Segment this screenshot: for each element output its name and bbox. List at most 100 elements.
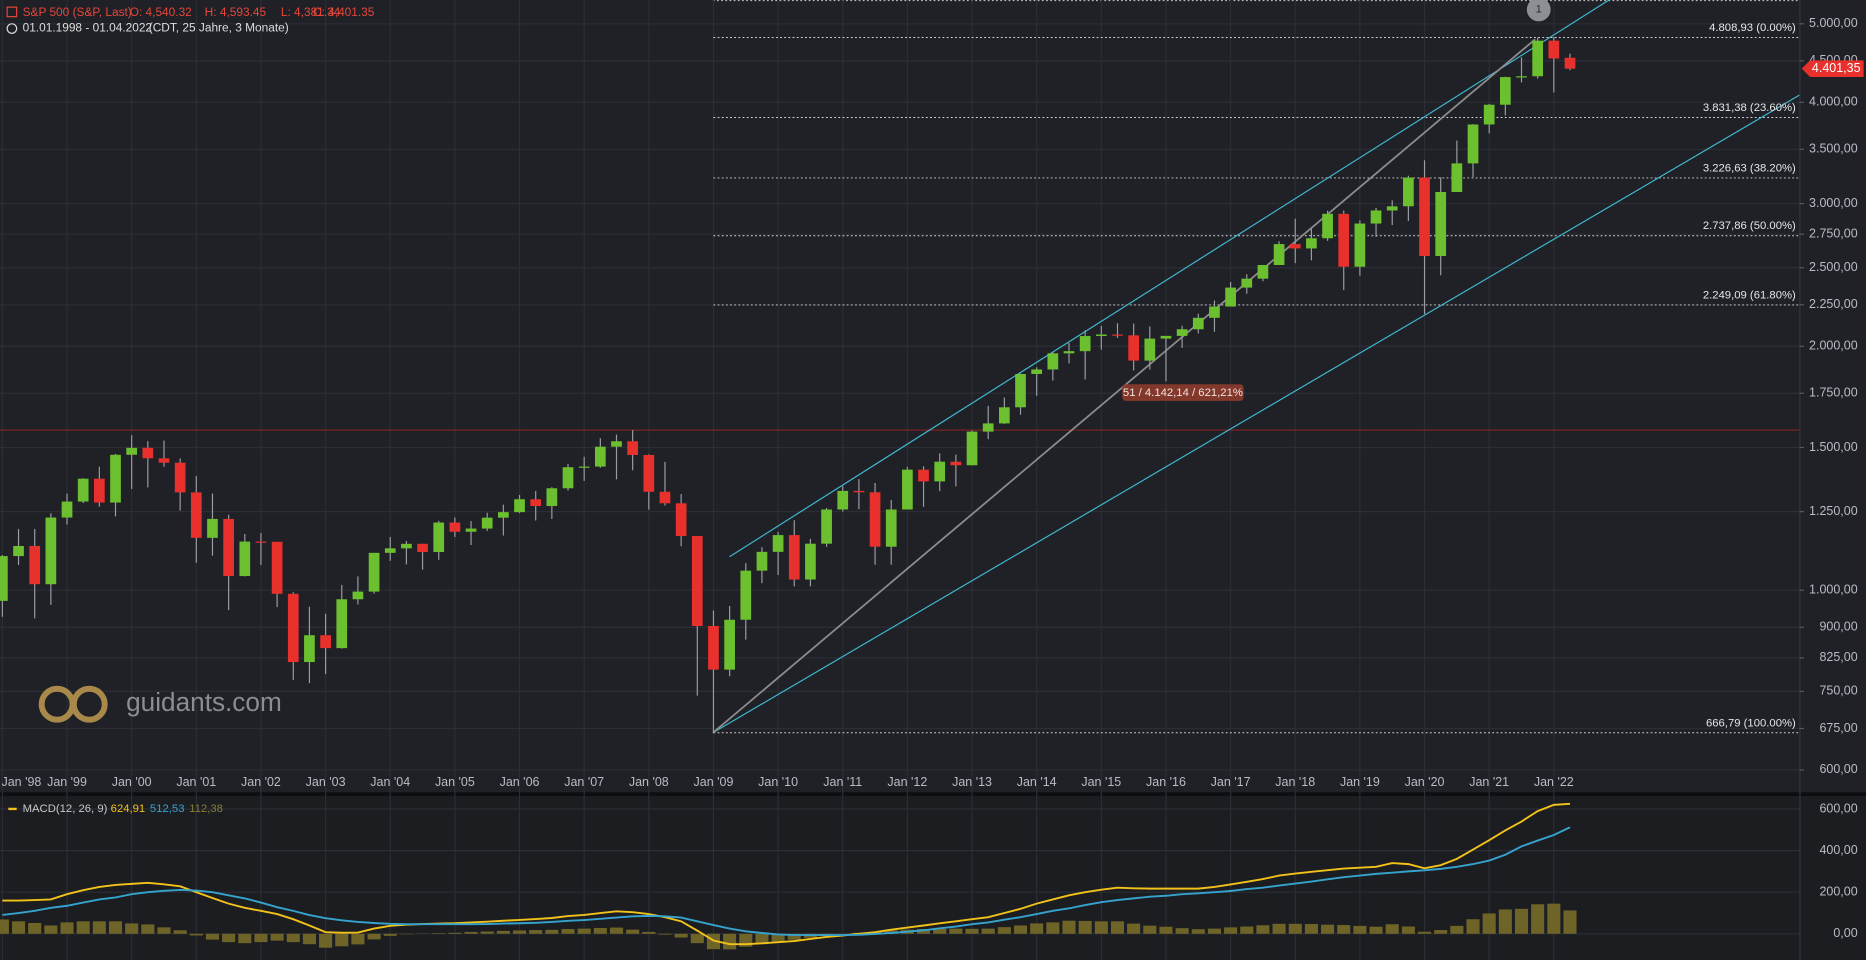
candle-body (142, 447, 154, 459)
candle-body (61, 501, 73, 518)
histogram-bar (593, 927, 607, 934)
histogram-bar (0, 919, 9, 934)
candle-body (287, 593, 299, 663)
candle-body (1112, 334, 1123, 336)
histogram-bar (1304, 924, 1318, 934)
histogram-bar (1531, 904, 1545, 934)
candle-body (190, 492, 202, 538)
y-tick-label: 900,00 (1819, 620, 1857, 634)
histogram-bar (1062, 920, 1076, 934)
candle-body (1386, 206, 1398, 211)
annotation: 51 / 4.142,14 / 621,21% (1123, 387, 1243, 399)
y-tick-label: 400,00 (1819, 843, 1857, 857)
marker-label[interactable]: 1 (1536, 3, 1542, 15)
x-tick-label: Jan '11 (823, 775, 862, 789)
histogram-bar (319, 933, 333, 948)
candle-body (1257, 265, 1269, 279)
histogram-bar (351, 933, 365, 945)
candle-body (675, 503, 687, 537)
histogram-bar (997, 927, 1011, 934)
candle-body (368, 552, 380, 592)
fib-label: 666,79 (100.00%) (1706, 717, 1796, 729)
close-label: C: 4,401.35 (313, 5, 375, 19)
histogram-bar (44, 925, 58, 934)
histogram-bar (60, 922, 74, 934)
annotation-box (1122, 384, 1244, 401)
x-tick-label: Jan '17 (1211, 775, 1251, 789)
candle-body (530, 499, 542, 507)
x-tick-label: Jan '20 (1405, 775, 1445, 789)
candle-body (1015, 373, 1026, 408)
histogram-bar (674, 933, 688, 938)
candle-body (902, 469, 913, 510)
candle-body (982, 423, 994, 432)
histogram-bar (512, 930, 527, 934)
symbol: S&P 500 (S&P, Last) (23, 5, 132, 19)
histogram-bar (1191, 929, 1205, 934)
y-tick-label: 2.500,00 (1809, 260, 1858, 274)
histogram-bar (1094, 921, 1108, 934)
histogram-bar (11, 921, 26, 934)
histogram-bar (464, 931, 478, 934)
clock-icon (6, 23, 18, 34)
histogram-bar (1013, 925, 1028, 934)
histogram-bar (1369, 926, 1383, 934)
fib-label: 3.831,38 (23.60%) (1703, 102, 1796, 114)
histogram-bar (1256, 925, 1270, 934)
candle-body (126, 447, 138, 455)
candle-body (77, 478, 89, 502)
histogram-bar (755, 933, 769, 945)
histogram-bar (335, 933, 349, 947)
candle-body (659, 491, 671, 504)
y-tick-label: 1.250,00 (1809, 504, 1858, 518)
legend-value: 112,38 (189, 803, 223, 815)
x-tick-label: Jan '13 (952, 775, 992, 789)
candle-body (1289, 244, 1301, 249)
candle-body (1241, 278, 1253, 288)
y-tick-label: 825,00 (1819, 650, 1857, 664)
histogram-bar (125, 923, 139, 934)
histogram-bar (1514, 908, 1529, 934)
candle-body (1306, 238, 1317, 249)
candle-body (1192, 317, 1204, 330)
candle-body (1338, 213, 1350, 267)
histogram-bar (545, 929, 559, 934)
histogram-bar (1337, 925, 1351, 934)
candle-body (1176, 329, 1188, 336)
x-tick-label: Jan '10 (758, 775, 798, 789)
candle-body (417, 543, 428, 552)
candle-body (562, 467, 574, 489)
candle-body (1322, 213, 1333, 239)
y-tick-label: 675,00 (1819, 721, 1857, 735)
candle-body (255, 541, 267, 543)
y-tick-label: 600,00 (1819, 801, 1857, 815)
histogram-bar (1127, 923, 1141, 934)
candle-body (1419, 177, 1430, 257)
histogram-bar (723, 933, 737, 950)
candle-body (578, 466, 590, 468)
date-range: 01.01.1998 - 01.04.2022 (23, 21, 152, 35)
histogram-bar (1159, 926, 1173, 934)
candle-body (304, 635, 315, 663)
candle-body (1354, 223, 1366, 267)
marker[interactable] (1526, 0, 1551, 22)
candle-body (1031, 369, 1043, 374)
candle-body (384, 548, 396, 553)
y-tick-label: 1.500,00 (1809, 440, 1858, 454)
histogram-bar (787, 933, 801, 940)
candle-body (1499, 77, 1511, 105)
fib-label: 4.808,93 (0.00%) (1709, 22, 1796, 34)
x-tick-label: Jan '07 (564, 775, 604, 789)
low-label: L: 4,381.34 (281, 5, 341, 19)
y-tick-label: 3.500,00 (1809, 142, 1858, 156)
histogram-bar (92, 921, 106, 934)
candle-body (821, 509, 832, 544)
histogram-bar (189, 933, 203, 936)
watermark: guidants.com (126, 687, 282, 717)
y-tick-label: 750,00 (1819, 684, 1857, 698)
y-tick-label: 5.000,00 (1809, 16, 1858, 30)
x-tick-label: Jan '12 (887, 775, 927, 789)
fib-label: 2.737,86 (50.00%) (1703, 220, 1796, 232)
x-tick-label: Jan '03 (306, 775, 346, 789)
x-tick-label: Jan '06 (500, 775, 540, 789)
